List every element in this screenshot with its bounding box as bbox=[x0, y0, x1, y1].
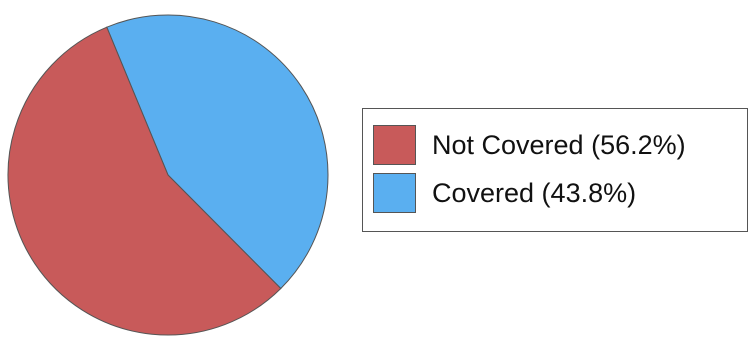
legend-swatch-not-covered bbox=[373, 125, 416, 165]
pie-slice-covered bbox=[106, 14, 329, 290]
pie-chart bbox=[7, 14, 329, 336]
legend: Not Covered (56.2%) Covered (43.8%) bbox=[362, 108, 748, 232]
legend-label-not-covered: Not Covered (56.2%) bbox=[432, 129, 686, 160]
legend-swatch-covered bbox=[373, 173, 416, 213]
legend-item-covered: Covered (43.8%) bbox=[373, 173, 636, 213]
pie-slice-not-covered bbox=[7, 26, 282, 336]
legend-item-not-covered: Not Covered (56.2%) bbox=[373, 125, 686, 165]
legend-label-covered: Covered (43.8%) bbox=[432, 177, 637, 208]
